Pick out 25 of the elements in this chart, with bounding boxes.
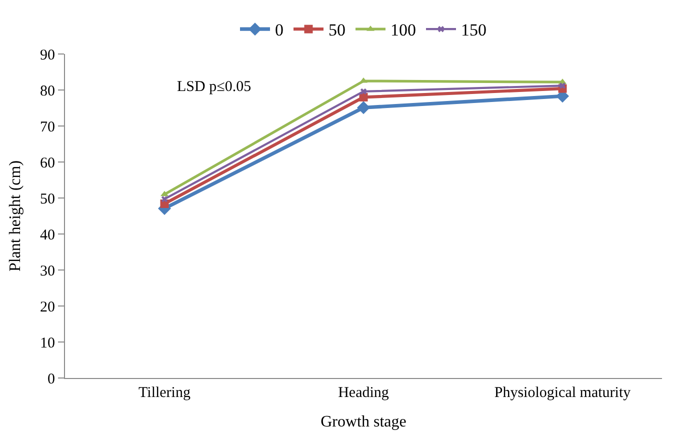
y-tick-label: 80 — [40, 83, 55, 100]
legend-label: 50 — [328, 20, 346, 40]
x-tick-label: Heading — [338, 385, 390, 401]
point — [357, 101, 370, 114]
point — [359, 92, 368, 102]
legend-label: 0 — [275, 20, 284, 40]
y-tick-label: 70 — [40, 119, 55, 136]
y-tick-label: 0 — [48, 371, 55, 388]
x-axis-title: Growth stage — [320, 414, 406, 431]
point — [559, 82, 566, 89]
annotation: LSD p≤0.05 — [177, 79, 252, 95]
legend-label: 150 — [461, 20, 486, 40]
legend-label: 100 — [390, 20, 416, 40]
y-tick-label: 30 — [40, 263, 55, 280]
x-tick-label: Physiological maturity — [494, 385, 632, 401]
y-tick-label: 50 — [40, 191, 55, 208]
point — [161, 196, 168, 202]
y-tick-label: 40 — [40, 227, 55, 244]
y-tick-label: 20 — [40, 299, 55, 316]
y-axis-title: Plant height (cm) — [6, 160, 24, 272]
point — [360, 88, 367, 95]
y-tick-label: 60 — [40, 155, 55, 172]
y-tick-label: 90 — [40, 47, 55, 64]
y-tick-label: 10 — [40, 335, 55, 352]
x-tick-label: Tillering — [138, 385, 191, 401]
